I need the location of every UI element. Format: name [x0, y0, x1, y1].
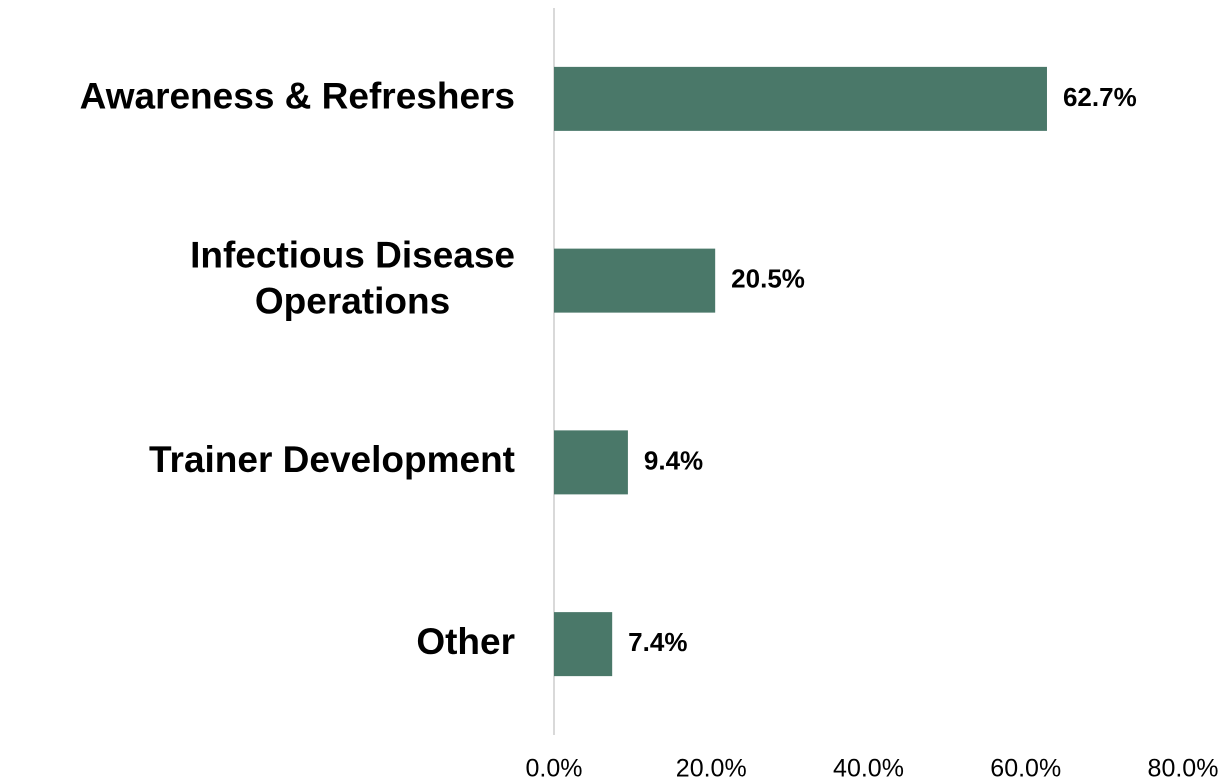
category-label: Awareness & Refreshers — [80, 76, 515, 117]
value-label: 62.7% — [1063, 82, 1137, 112]
bar — [554, 66, 1047, 131]
x-tick-label: 0.0% — [526, 755, 583, 781]
value-label: 9.4% — [644, 445, 703, 475]
category-label: Infectious Disease Operations — [190, 234, 515, 321]
category-label: Other — [416, 621, 515, 662]
x-tick-label: 40.0% — [833, 755, 904, 781]
value-label: 20.5% — [731, 264, 805, 294]
x-tick-label: 60.0% — [990, 755, 1061, 781]
bar — [554, 248, 716, 313]
x-tick-label: 80.0% — [1148, 755, 1219, 781]
category-label: Trainer Development — [149, 439, 515, 480]
value-label: 7.4% — [628, 627, 687, 657]
bar — [554, 612, 613, 677]
bar — [554, 430, 628, 495]
x-tick-label: 20.0% — [676, 755, 747, 781]
